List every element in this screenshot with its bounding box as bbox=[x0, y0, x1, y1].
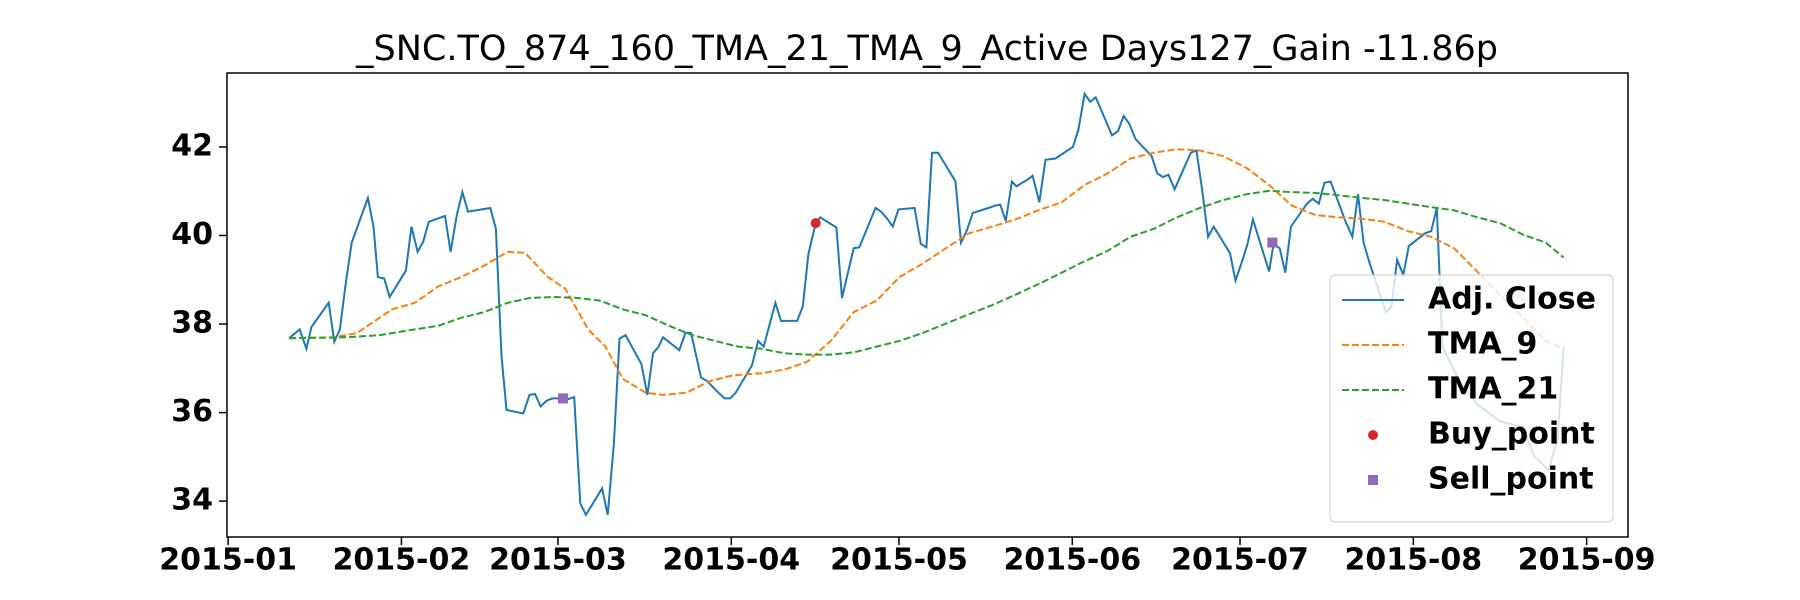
series-line bbox=[289, 189, 1565, 356]
y-tick-label: 42 bbox=[171, 128, 213, 163]
legend-label: Buy_point bbox=[1428, 417, 1595, 452]
buy-marker bbox=[1368, 430, 1378, 440]
series-line bbox=[289, 148, 1565, 396]
x-tick-label: 2015-01 bbox=[159, 543, 297, 578]
y-tick-label: 40 bbox=[171, 217, 213, 252]
x-tick-label: 2015-06 bbox=[1003, 543, 1141, 578]
x-tick-label: 2015-08 bbox=[1344, 543, 1482, 578]
sell-marker bbox=[1368, 475, 1378, 485]
y-tick-label: 34 bbox=[171, 483, 213, 518]
y-tick-label: 36 bbox=[171, 394, 213, 429]
buy-marker bbox=[810, 218, 821, 229]
legend-label: Sell_point bbox=[1428, 462, 1594, 497]
chart-title: _SNC.TO_874_160_TMA_21_TMA_9_Active Days… bbox=[355, 29, 1498, 69]
plot-frame bbox=[226, 72, 1629, 538]
legend-box bbox=[1329, 274, 1614, 523]
legend-label: Adj. Close bbox=[1428, 282, 1596, 317]
legend-label: TMA_21 bbox=[1428, 372, 1558, 407]
x-tick-label: 2015-02 bbox=[333, 543, 471, 578]
x-tick-label: 2015-09 bbox=[1518, 543, 1656, 578]
x-tick-label: 2015-04 bbox=[662, 543, 800, 578]
x-tick-label: 2015-03 bbox=[489, 543, 627, 578]
y-tick-label: 38 bbox=[171, 306, 213, 341]
sell-marker bbox=[1267, 237, 1278, 248]
series-line bbox=[288, 91, 1565, 517]
legend: Adj. Close TMA_9 TMA_21 Buy_point Sell_point bbox=[1329, 274, 1614, 523]
x-tick-label: 2015-05 bbox=[830, 543, 968, 578]
sell-marker bbox=[557, 393, 568, 404]
legend-label: TMA_9 bbox=[1428, 327, 1537, 362]
x-tick-label: 2015-07 bbox=[1171, 543, 1309, 578]
